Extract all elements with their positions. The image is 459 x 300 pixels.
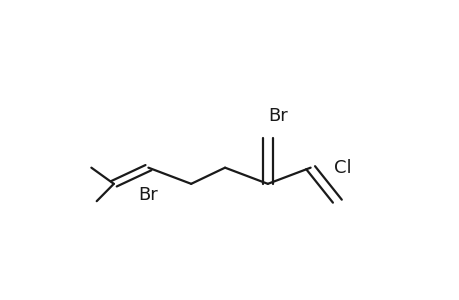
Text: Br: Br bbox=[268, 107, 288, 125]
Text: Br: Br bbox=[138, 186, 158, 204]
Text: Cl: Cl bbox=[333, 159, 351, 177]
